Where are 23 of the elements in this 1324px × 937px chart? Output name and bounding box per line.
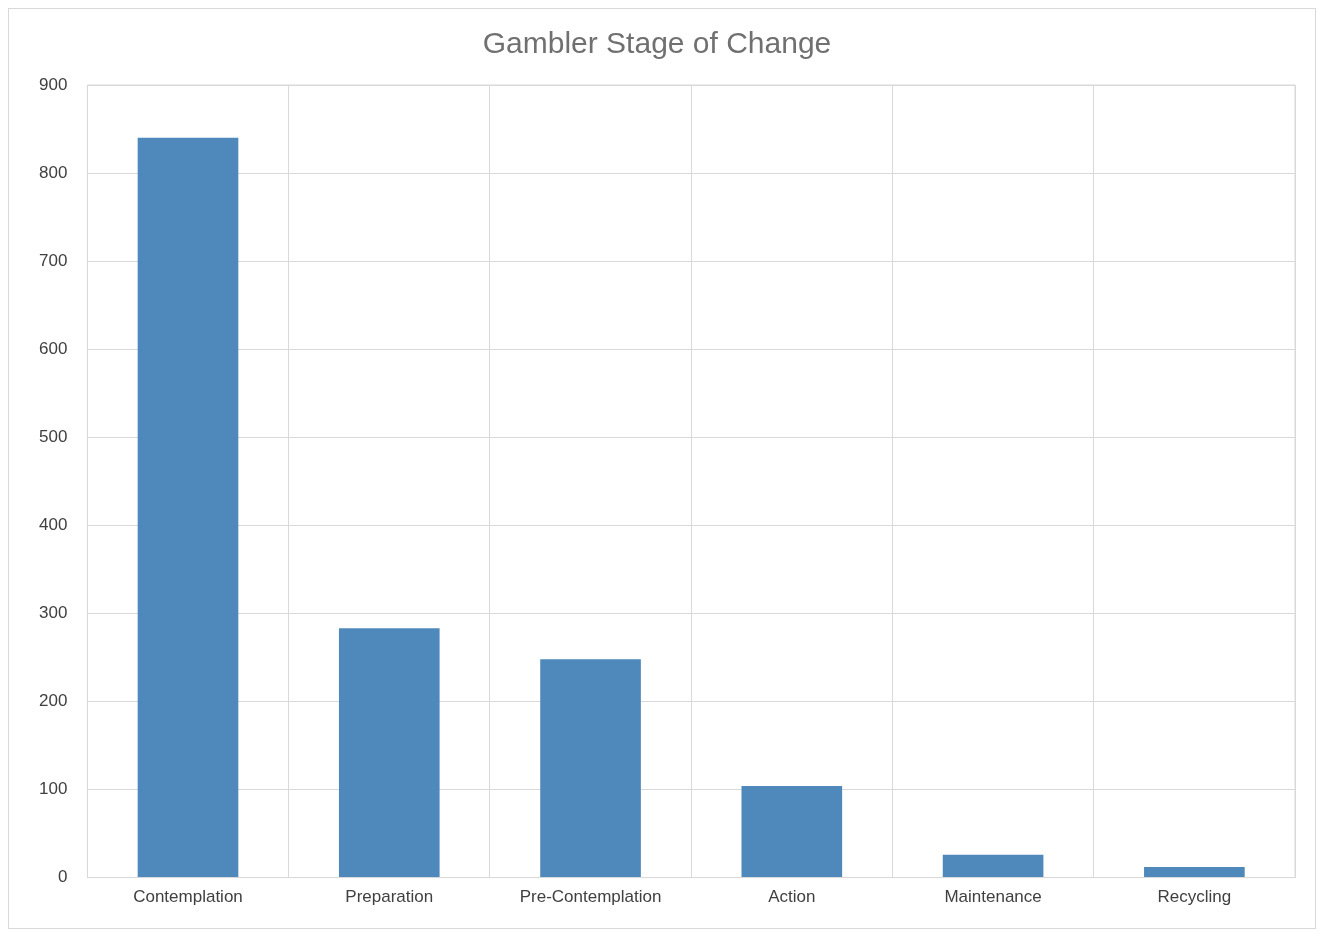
y-tick-label: 600 (38, 338, 68, 358)
y-tick-label: 0 (57, 867, 68, 887)
y-tick-label: 700 (38, 250, 68, 270)
y-tick-label: 800 (38, 162, 68, 182)
x-tick-label: Preparation (345, 887, 434, 907)
x-tick-label: Pre-Contemplation (519, 887, 662, 907)
x-tick-label: Maintenance (944, 887, 1042, 907)
y-tick-label: 200 (38, 691, 68, 711)
x-tick-label: Contemplation (133, 887, 243, 907)
bar (942, 854, 1044, 878)
y-tick-label: 900 (38, 74, 68, 94)
y-tick-label: 300 (38, 603, 68, 623)
y-tick-label: 400 (38, 515, 68, 535)
x-tick-label: Action (768, 887, 816, 907)
x-tick-label: Recycling (1157, 887, 1232, 907)
y-tick-label: 100 (38, 779, 68, 799)
bar (540, 659, 641, 878)
bar (1144, 867, 1245, 878)
bar (741, 786, 843, 878)
y-tick-label: 500 (38, 426, 68, 446)
bar (137, 137, 239, 878)
bar (338, 628, 440, 878)
chart-title: Gambler Stage of Change (482, 26, 832, 60)
